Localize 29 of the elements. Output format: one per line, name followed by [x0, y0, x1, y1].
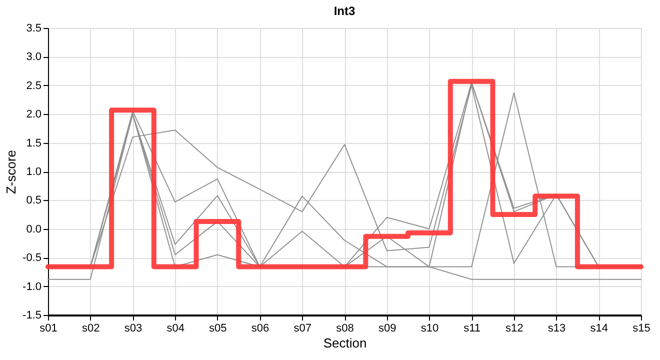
x-tick-label: s08: [336, 322, 354, 334]
x-tick-label: s15: [632, 322, 650, 334]
x-tick-label: s04: [166, 322, 184, 334]
x-tick-label: s02: [82, 322, 100, 334]
chart-title: Int3: [334, 4, 356, 18]
y-tick-label: 0.5: [26, 194, 42, 207]
x-tick-label: s13: [548, 322, 566, 334]
x-tick-label: s11: [464, 322, 481, 334]
y-tick-label: 1.5: [26, 137, 42, 150]
y-tick-label: 0.0: [26, 223, 42, 236]
x-tick-label: s14: [590, 322, 608, 334]
x-tick-label: s09: [378, 322, 396, 334]
x-tick-label: s10: [420, 322, 439, 334]
y-tick-label: -1.0: [22, 280, 42, 293]
x-tick-label: s01: [40, 322, 58, 334]
x-tick-label: s06: [251, 322, 270, 334]
x-tick-label: s03: [124, 322, 142, 334]
y-tick-label: -1.5: [22, 310, 42, 322]
x-tick-label: s12: [506, 322, 524, 334]
x-tick-label: s07: [294, 322, 312, 334]
x-tick-label: s05: [209, 322, 227, 334]
y-tick-label: 2.0: [26, 108, 42, 121]
y-tick-label: 1.0: [26, 166, 42, 178]
y-tick-label: 3.0: [26, 51, 42, 64]
y-tick-label: -0.5: [22, 252, 42, 264]
y-tick-label: 2.5: [26, 80, 42, 92]
y-tick-label: 3.5: [26, 22, 42, 34]
x-axis-title: Section: [323, 336, 367, 350]
y-axis-title: Z-score: [4, 150, 19, 194]
